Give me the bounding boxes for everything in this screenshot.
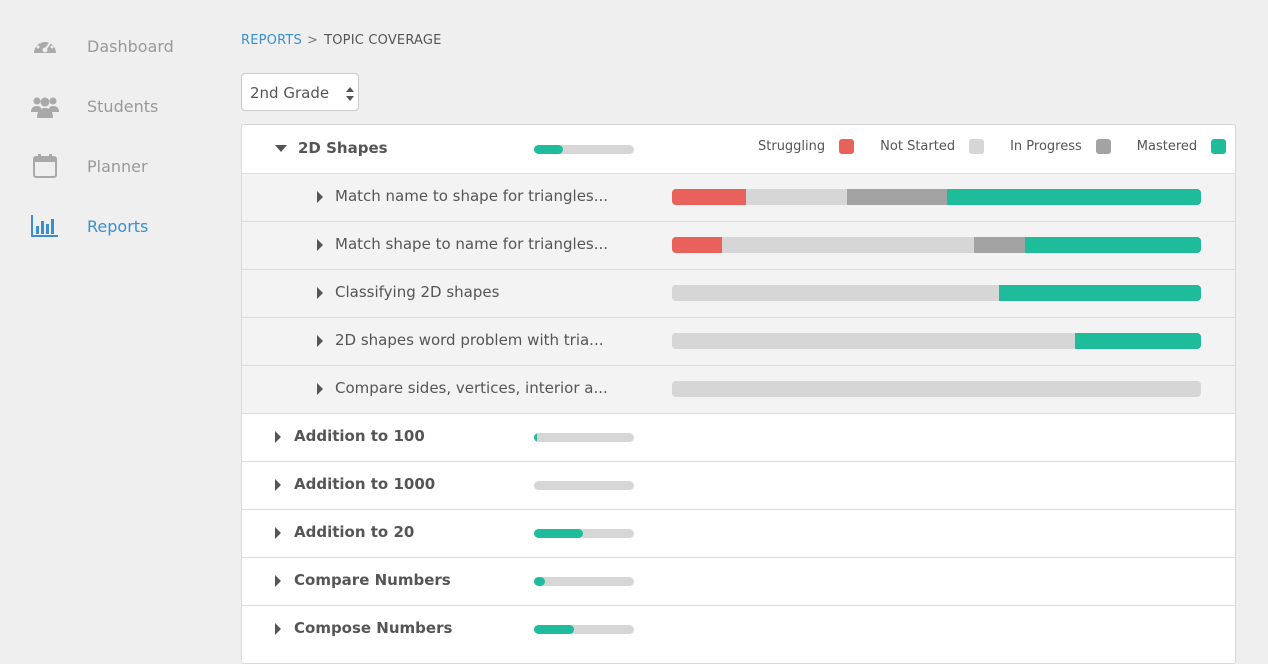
- distribution-segment: [672, 285, 999, 301]
- legend-label: Not Started: [880, 139, 956, 154]
- legend-item: Not Started: [880, 139, 985, 154]
- skill-distribution-bar: [672, 381, 1201, 397]
- topic-progress-fill: [534, 433, 537, 442]
- students-icon: [30, 91, 60, 121]
- grade-select[interactable]: 2nd Grade: [241, 73, 359, 111]
- legend-label: In Progress: [1010, 139, 1082, 154]
- topic-row[interactable]: Addition to 1000: [242, 461, 1235, 509]
- legend-swatch: [969, 139, 985, 154]
- calendar-icon: [30, 151, 60, 181]
- skill-label: Classifying 2D shapes: [335, 283, 500, 301]
- distribution-segment: [746, 189, 847, 205]
- caret-right-icon[interactable]: [317, 335, 323, 347]
- caret-right-icon[interactable]: [317, 383, 323, 395]
- skill-label: 2D shapes word problem with tria...: [335, 331, 604, 349]
- caret-right-icon[interactable]: [275, 431, 281, 443]
- legend-item: Mastered: [1136, 139, 1227, 154]
- caret-right-icon[interactable]: [275, 479, 281, 491]
- skill-distribution-bar: [672, 285, 1201, 301]
- topic-progress-fill: [534, 577, 545, 586]
- legend: Struggling Not Started In Progress Mastered: [758, 139, 1227, 154]
- distribution-segment: [672, 237, 723, 253]
- grade-select-value: 2nd Grade: [250, 84, 330, 102]
- sidebar-item-label: Students: [87, 96, 159, 116]
- sidebar-item-dashboard[interactable]: Dashboard: [30, 31, 174, 61]
- skill-row[interactable]: Classifying 2D shapes: [242, 269, 1235, 317]
- topic-progress-bar: [534, 529, 634, 538]
- skill-distribution-bar: [672, 237, 1201, 253]
- topic-row[interactable]: 2D Shapes Struggling Not Started In Progres…: [242, 125, 1235, 173]
- topic-label: Addition to 1000: [294, 475, 436, 493]
- caret-right-icon[interactable]: [317, 287, 323, 299]
- topic-row[interactable]: Compose Numbers: [242, 605, 1235, 653]
- legend-item: In Progress: [1010, 139, 1111, 154]
- caret-right-icon[interactable]: [275, 575, 281, 587]
- legend-swatch: [1095, 139, 1111, 154]
- topic-progress-bar: [534, 145, 634, 154]
- topic-progress-bar: [534, 481, 634, 490]
- distribution-segment: [973, 237, 1025, 253]
- sidebar-item-planner[interactable]: Planner: [30, 151, 148, 181]
- distribution-segment: [1075, 333, 1201, 349]
- bar-chart-icon: [30, 211, 60, 241]
- topic-progress-bar: [534, 577, 634, 586]
- distribution-segment: [672, 189, 747, 205]
- topic-progress-fill: [534, 529, 583, 538]
- topic-label: Addition to 20: [294, 523, 415, 541]
- topic-row[interactable]: Addition to 20: [242, 509, 1235, 557]
- skill-label: Match shape to name for triangles...: [335, 235, 609, 253]
- topic-progress-bar: [534, 433, 634, 442]
- topic-progress-bar: [534, 625, 634, 634]
- sidebar-item-reports[interactable]: Reports: [30, 211, 148, 241]
- legend-swatch: [839, 139, 855, 154]
- distribution-segment: [672, 333, 1076, 349]
- topic-row[interactable]: Addition to 100: [242, 413, 1235, 461]
- sidebar-item-label: Dashboard: [87, 36, 174, 56]
- skill-label: Match name to shape for triangles...: [335, 187, 609, 205]
- distribution-segment: [672, 381, 1201, 397]
- caret-down-icon[interactable]: [275, 145, 287, 152]
- distribution-segment: [1024, 237, 1201, 253]
- legend-swatch: [1211, 139, 1227, 154]
- skill-distribution-bar: [672, 189, 1201, 205]
- distribution-segment: [846, 189, 948, 205]
- skill-distribution-bar: [672, 333, 1201, 349]
- skill-row[interactable]: Compare sides, vertices, interior a...: [242, 365, 1235, 413]
- topic-label: 2D Shapes: [298, 139, 388, 157]
- skill-label: Compare sides, vertices, interior a...: [335, 379, 608, 397]
- sidebar: Dashboard Students Planner: [0, 0, 230, 652]
- topic-row[interactable]: Compare Numbers: [242, 557, 1235, 605]
- sidebar-item-students[interactable]: Students: [30, 91, 158, 121]
- distribution-segment: [998, 285, 1201, 301]
- distribution-segment: [947, 189, 1201, 205]
- legend-item: Struggling: [758, 139, 855, 154]
- caret-right-icon[interactable]: [317, 191, 323, 203]
- sidebar-item-label: Planner: [87, 156, 148, 176]
- topic-progress-fill: [534, 625, 574, 634]
- topic-progress-fill: [534, 145, 563, 154]
- caret-right-icon[interactable]: [275, 527, 281, 539]
- caret-right-icon[interactable]: [317, 239, 323, 251]
- topic-label: Addition to 100: [294, 427, 425, 445]
- skill-row[interactable]: 2D shapes word problem with tria...: [242, 317, 1235, 365]
- breadcrumb-reports-link[interactable]: REPORTS: [241, 33, 302, 48]
- sidebar-item-label: Reports: [87, 216, 149, 236]
- skill-row[interactable]: Match name to shape for triangles...: [242, 173, 1235, 221]
- legend-label: Struggling: [758, 139, 826, 154]
- dashboard-icon: [30, 31, 60, 61]
- distribution-segment: [722, 237, 974, 253]
- legend-label: Mastered: [1136, 139, 1198, 154]
- caret-right-icon[interactable]: [275, 623, 281, 635]
- topic-label: Compose Numbers: [294, 619, 453, 637]
- topic-coverage-panel: 2D Shapes Struggling Not Started In Progres…: [241, 124, 1236, 664]
- breadcrumb-separator: >: [307, 33, 319, 48]
- topic-label: Compare Numbers: [294, 571, 451, 589]
- breadcrumb: REPORTS > TOPIC COVERAGE: [241, 33, 442, 48]
- select-arrows-icon: [346, 86, 354, 105]
- skill-row[interactable]: Match shape to name for triangles...: [242, 221, 1235, 269]
- breadcrumb-current: TOPIC COVERAGE: [324, 33, 442, 48]
